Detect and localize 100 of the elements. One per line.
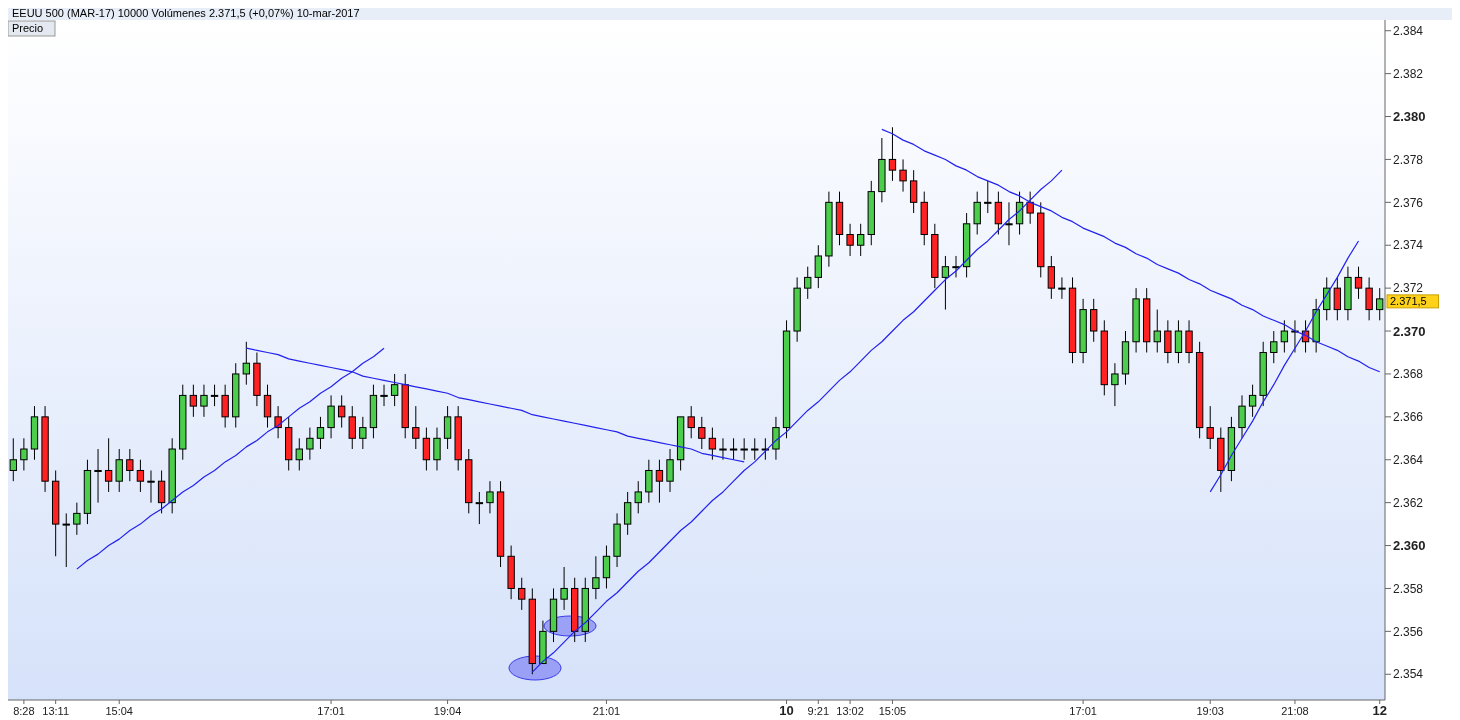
candlestick [9, 437, 17, 482]
candlestick [1248, 384, 1257, 418]
candlestick [560, 566, 568, 611]
candlestick [443, 405, 452, 450]
y-tick-label: 2.360 [1393, 538, 1426, 554]
y-tick-label: 2.382 [1393, 66, 1424, 81]
candlestick [73, 502, 81, 536]
candlestick [645, 459, 653, 504]
x-tick-label: 17:01 [317, 705, 345, 717]
candlestick [952, 255, 960, 278]
candlestick [337, 394, 346, 429]
x-tick-label: 9:21 [807, 705, 830, 717]
candlestick [623, 491, 632, 536]
candlestick [909, 169, 918, 214]
candlestick [846, 223, 854, 257]
x-tick-label: 19:03 [1196, 705, 1224, 717]
candlestick [888, 126, 897, 182]
candlestick [189, 384, 198, 418]
candlestick [1365, 276, 1373, 321]
candlestick [698, 416, 706, 450]
candlestick [412, 405, 420, 450]
candlestick [729, 437, 738, 461]
candlestick [814, 244, 822, 289]
candlestick [20, 437, 28, 471]
candlestick [126, 448, 134, 482]
candlestick [740, 437, 748, 461]
candlestick [687, 405, 695, 439]
candlestick [602, 545, 611, 589]
candlestick [804, 266, 812, 300]
x-tick-label: 13:11 [42, 705, 70, 717]
x-tick-label: 21:08 [1281, 705, 1309, 717]
x-tick-label: 15:05 [878, 705, 907, 717]
candlestick [359, 416, 367, 450]
candlestick [1047, 255, 1056, 300]
candlestick [157, 469, 166, 514]
y-tick-label: 2.358 [1393, 581, 1424, 596]
candlestick [1153, 309, 1161, 353]
candlestick [380, 384, 388, 407]
candlestick [306, 427, 314, 461]
y-tick-label: 2.376 [1393, 195, 1424, 210]
candlestick [486, 480, 494, 514]
candlestick [327, 394, 335, 439]
candlestick [973, 191, 981, 236]
candlestick [751, 437, 759, 461]
candlestick [1005, 201, 1013, 246]
candlestick [1164, 319, 1172, 364]
candlestick [422, 427, 431, 471]
y-tick-label: 2.384 [1393, 23, 1424, 38]
candlestick [1090, 298, 1098, 343]
candlestick [941, 255, 950, 311]
candlestick [475, 491, 484, 525]
candlestick [772, 416, 780, 461]
candlestick [104, 437, 113, 493]
x-tick-label: 19:04 [433, 705, 462, 717]
y-tick-label: 2.366 [1393, 410, 1424, 425]
candlestick [390, 373, 399, 407]
candlestick [994, 191, 1003, 236]
chart-title: EEUU 500 (MAR-17) 10000 Volúmenes 2.371,5 (+0,07%) 10-mar-2017 [12, 7, 360, 19]
x-tick-label: 15:04 [105, 705, 133, 717]
candlestick [592, 555, 600, 600]
y-tick-label: 2.372 [1393, 281, 1424, 296]
y-tick-label: 2.354 [1393, 667, 1424, 682]
candlestick [1270, 330, 1278, 364]
x-tick-label: 17:01 [1069, 705, 1097, 717]
annotation: Precio [12, 22, 44, 34]
candlestick [242, 341, 250, 386]
text: 2.371,5 [1390, 294, 1427, 307]
candlestick [136, 459, 145, 493]
candlestick [115, 448, 123, 493]
candlestick [1238, 394, 1246, 439]
x-tick-label: 8:28 [13, 705, 35, 717]
candlestick [147, 469, 155, 504]
y-tick-label: 2.374 [1393, 238, 1424, 253]
candlestick [348, 405, 356, 450]
y-tick-label: 2.368 [1393, 367, 1424, 382]
candlestick [1185, 319, 1193, 364]
candlestick [1354, 266, 1363, 300]
candlestick [1174, 319, 1183, 364]
candlestick [200, 384, 208, 418]
candlestick [719, 437, 727, 461]
y-tick-label: 2.380 [1393, 109, 1426, 125]
x-tick-label: 13:02 [836, 705, 864, 717]
candlestick [1206, 405, 1214, 450]
candlestick [1280, 319, 1289, 353]
candlestick [708, 427, 717, 461]
candlestick [666, 448, 674, 493]
candlestick [210, 384, 219, 407]
candlestick [518, 577, 526, 611]
candlestick [1058, 276, 1066, 300]
candlestick [1026, 191, 1034, 225]
y-tick-label: 2.356 [1393, 624, 1424, 639]
y-tick-label: 2.378 [1393, 152, 1424, 167]
candlestick [316, 416, 325, 450]
candlestick [433, 427, 441, 471]
y-tick-label: 2.364 [1393, 452, 1424, 467]
x-tick-label: 21:01 [592, 705, 621, 717]
candlestick [263, 384, 272, 429]
candlestick [62, 512, 70, 568]
candlestick [295, 437, 303, 471]
candlestick [1333, 276, 1342, 321]
